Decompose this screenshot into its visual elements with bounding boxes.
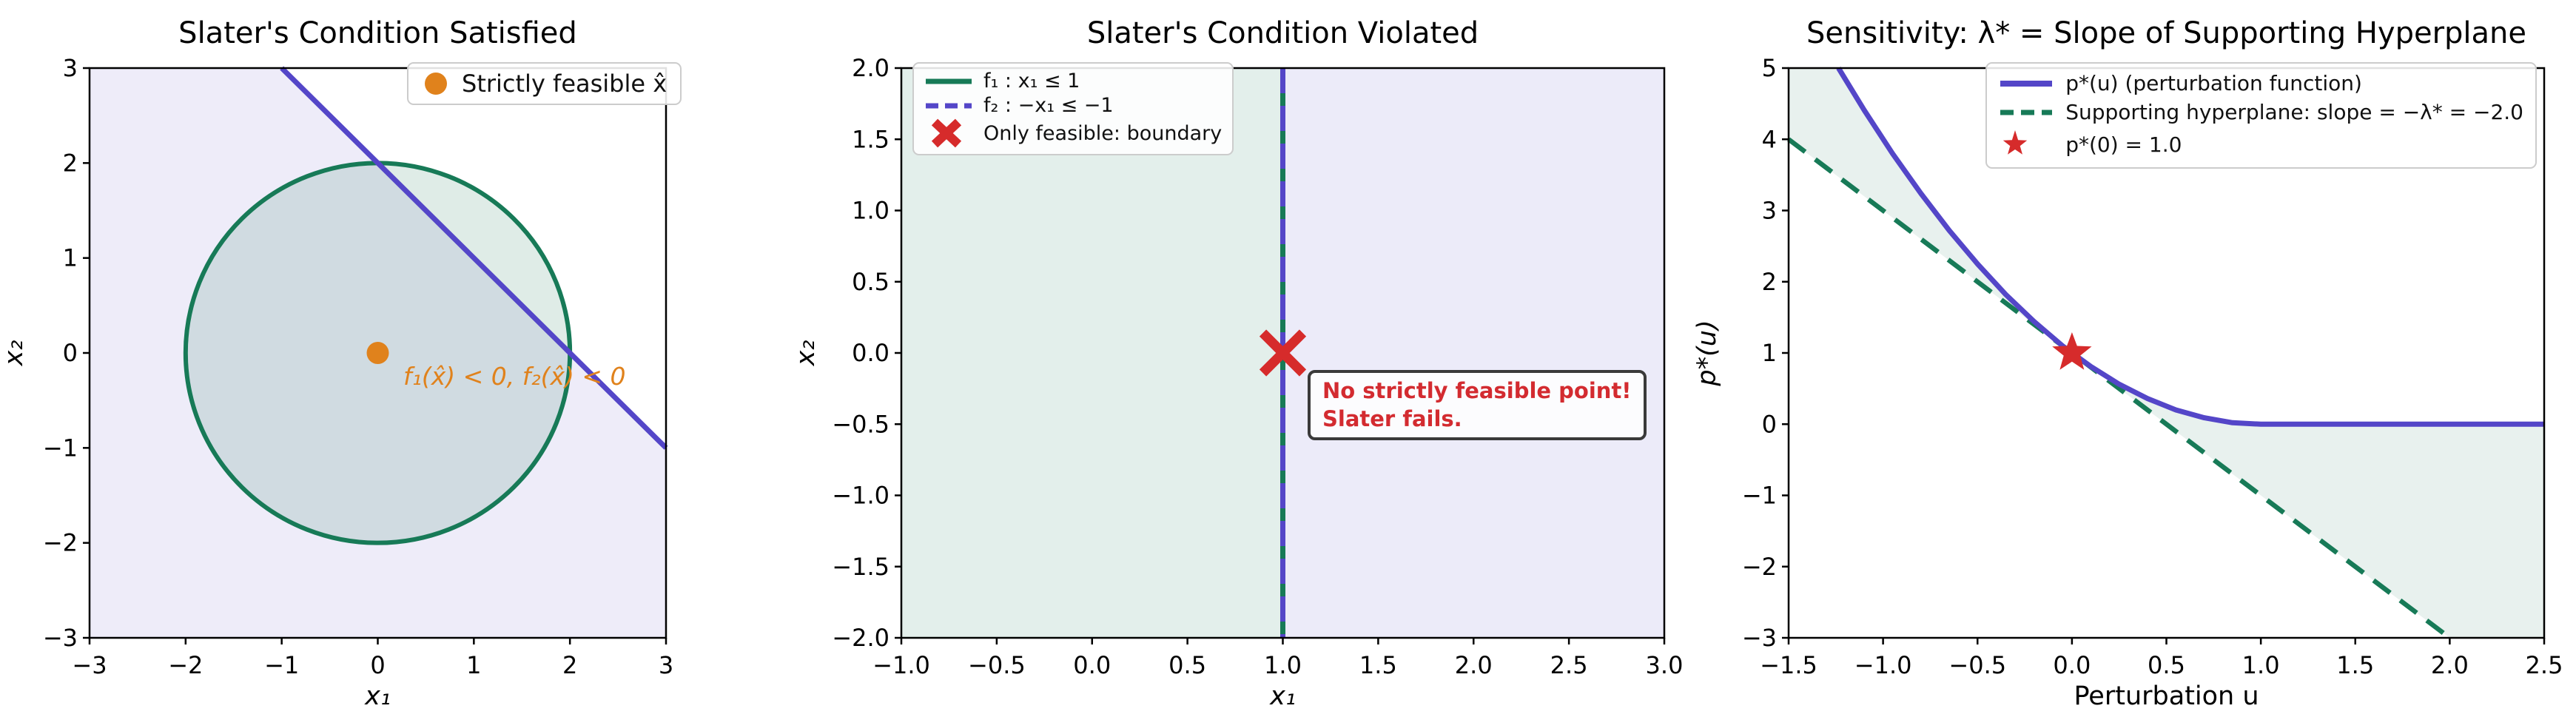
y-tick-label: 0.5 [852, 268, 890, 296]
constraint-line-f2 [280, 66, 668, 450]
star-marker-icon [2003, 130, 2028, 155]
x-tick-label: −1.0 [1854, 651, 1912, 679]
x-tick-label: 0.5 [1168, 651, 1206, 679]
x-tick-label: 1 [466, 651, 481, 679]
x-tick-label: −1.5 [1760, 651, 1817, 679]
y-tick-label: −1 [1742, 482, 1777, 510]
y-tick-label: 1.0 [852, 197, 890, 225]
legend-item: f₂ : −x₁ ≤ −1 [924, 94, 1222, 117]
legend-label: Supporting hyperplane: slope = −λ* = −2.… [2065, 100, 2523, 124]
region-f1-left [901, 68, 1283, 638]
y-axis-label: x₂ [0, 340, 29, 367]
y-tick-label: −1.0 [832, 482, 890, 510]
legend-item: Only feasible: boundary [924, 118, 1222, 148]
x-tick-label: 0.0 [1073, 651, 1111, 679]
x-tick-label: 2.0 [2431, 651, 2469, 679]
legend-label: f₂ : −x₁ ≤ −1 [983, 94, 1114, 117]
legend-item: p*(u) (perturbation function) [1999, 71, 2523, 95]
y-tick-label: 1 [63, 244, 78, 272]
annotation-line: No strictly feasible point! [1322, 378, 1632, 403]
y-tick-label: −0.5 [832, 410, 890, 438]
dashed-line-swatch-icon [926, 103, 972, 108]
y-tick-label: 5 [1762, 54, 1777, 82]
plot-title: Slater's Condition Satisfied [178, 16, 577, 50]
supporting-hyperplane [1787, 137, 2452, 640]
x-tick-label: 3.0 [1646, 651, 1684, 679]
y-tick-label: 1.5 [852, 125, 890, 153]
x-tick-label: 0 [370, 651, 385, 679]
annotation-line: Slater fails. [1322, 405, 1462, 431]
x-tick-label: −2 [168, 651, 203, 679]
y-tick-label: −2 [1742, 553, 1777, 581]
y-axis-label: p*(u) [1692, 320, 1722, 386]
x-tick-label: 1.5 [2336, 651, 2374, 679]
y-tick-label: −3 [1742, 624, 1777, 652]
legend-label: Strictly feasible x̂ [462, 70, 667, 98]
x-tick-label: 3 [659, 651, 673, 679]
y-tick-label: 2 [1762, 268, 1777, 296]
legend-label: p*(u) (perturbation function) [2065, 71, 2362, 95]
x-tick-label: 2.5 [2526, 651, 2563, 679]
perturbation-function [1836, 67, 2544, 427]
annotation-strict-feasibility: f₁(x̂) < 0, f₂(x̂) < 0 [403, 362, 626, 391]
legend-item: f₁ : x₁ ≤ 1 [924, 70, 1222, 92]
plot-title: Slater's Condition Violated [1087, 16, 1479, 50]
legend-item: Strictly feasible x̂ [422, 70, 667, 98]
x-tick-label: 2 [562, 651, 577, 679]
y-tick-label: 1 [1762, 339, 1777, 367]
dashed-line-swatch-icon [2000, 110, 2053, 115]
x-tick-label: 2.5 [1550, 651, 1588, 679]
x-tick-label: 1.5 [1359, 651, 1397, 679]
y-axis-label: x₂ [791, 340, 821, 367]
y-tick-label: −3 [43, 624, 78, 652]
x-tick-label: −1.0 [872, 651, 930, 679]
y-tick-label: 2 [63, 149, 78, 177]
y-tick-label: −1.5 [832, 553, 890, 581]
x-tick-label: 0.0 [2053, 651, 2091, 679]
legend-plot-sensitivity: p*(u) (perturbation function) Supporting… [1985, 62, 2537, 169]
x-tick-label: 0.5 [2148, 651, 2185, 679]
optimal-value-point [2052, 332, 2092, 370]
duality-gap-fill [1789, 68, 2544, 638]
legend-item: Supporting hyperplane: slope = −λ* = −2.… [1999, 100, 2523, 124]
y-tick-label: 4 [1762, 125, 1777, 153]
legend-label: p*(0) = 1.0 [2065, 132, 2182, 157]
legend-plot-violated: f₁ : x₁ ≤ 1 f₂ : −x₁ ≤ −1 Only feasible:… [912, 62, 1234, 155]
x-tick-label: 1.0 [1264, 651, 1302, 679]
solid-line-swatch-icon [926, 78, 972, 84]
y-tick-label: 0 [1762, 410, 1777, 438]
y-tick-label: 0 [63, 339, 78, 367]
x-tick-label: −0.5 [968, 651, 1026, 679]
only-feasible-point [1259, 329, 1307, 377]
x-tick-label: −0.5 [1948, 651, 2006, 679]
y-tick-label: −1 [43, 434, 78, 462]
solid-line-swatch-icon [2000, 80, 2053, 87]
legend-plot-satisfied: Strictly feasible x̂ [407, 62, 682, 105]
y-tick-label: 2.0 [852, 54, 890, 82]
y-tick-label: 0.0 [852, 339, 890, 367]
x-tick-label: 2.0 [1455, 651, 1493, 679]
x-tick-label: 1.0 [2242, 651, 2280, 679]
x-axis-label: x₁ [364, 681, 391, 711]
y-tick-label: 3 [1762, 197, 1777, 225]
region-f2-right [1282, 68, 1664, 638]
x-marker-icon [931, 118, 962, 148]
y-tick-label: −2.0 [832, 624, 890, 652]
x-axis-label: x₁ [1269, 681, 1296, 711]
legend-label: f₁ : x₁ ≤ 1 [983, 70, 1080, 92]
legend-item: p*(0) = 1.0 [1999, 129, 2523, 160]
dot-marker-icon [425, 73, 447, 95]
x-tick-label: −3 [72, 651, 107, 679]
y-tick-label: −2 [43, 529, 78, 557]
annotation-slater-fails: No strictly feasible point! Slater fails… [1308, 370, 1647, 441]
x-tick-label: −1 [264, 651, 299, 679]
x-axis-label: Perturbation u [2074, 681, 2259, 711]
plot-title: Sensitivity: λ* = Slope of Supporting Hy… [1806, 16, 2526, 50]
y-tick-label: 3 [63, 54, 78, 82]
strictly-feasible-point [366, 342, 389, 364]
legend-label: Only feasible: boundary [983, 121, 1223, 145]
